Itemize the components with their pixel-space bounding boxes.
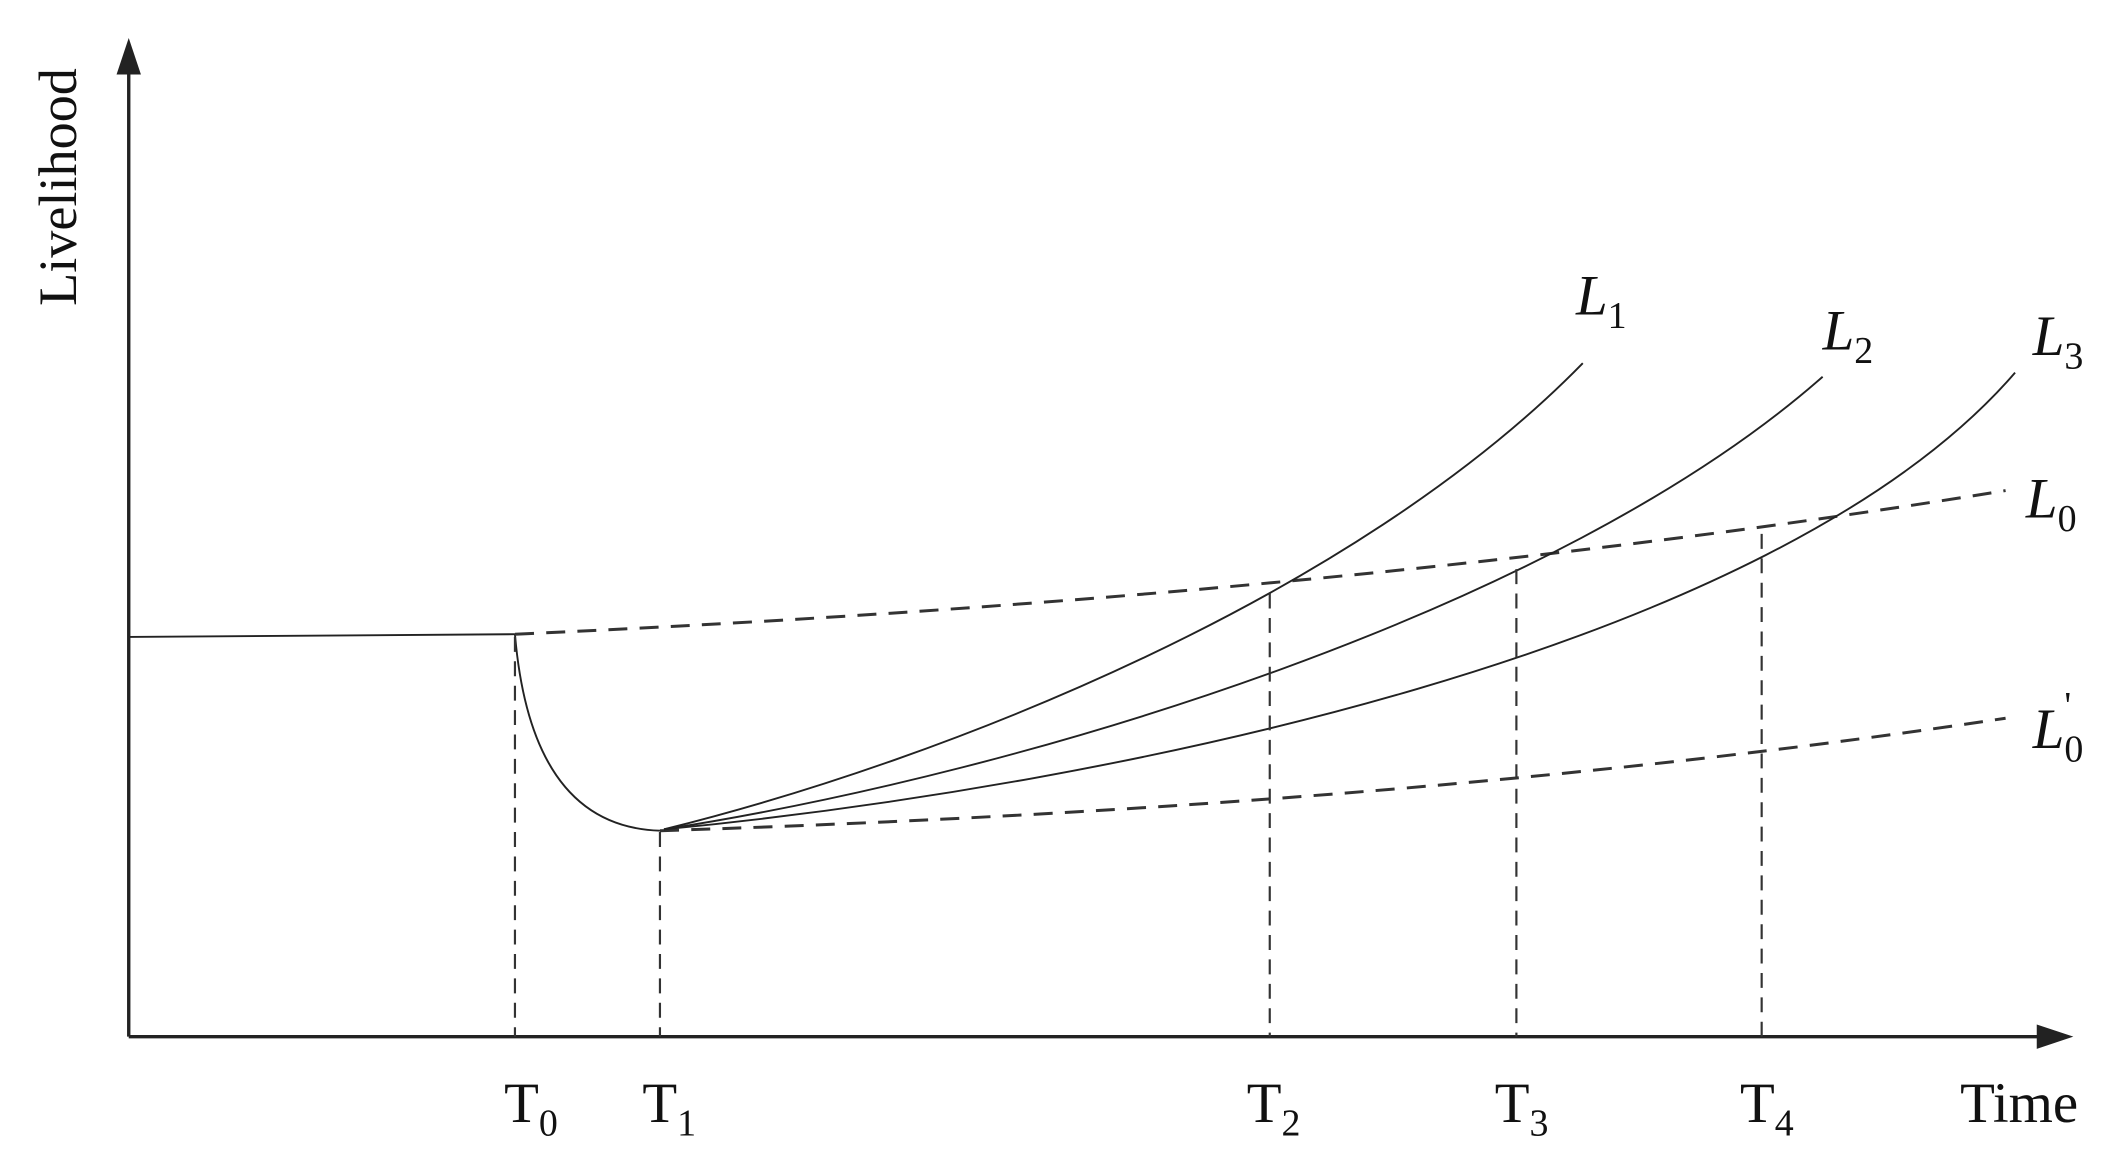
l1-curve [663, 362, 1584, 831]
time-labels: T0 T1 T2 T3 T4 [504, 1072, 1794, 1145]
label-subscript: 4 [1775, 1103, 1794, 1145]
time-point-label: T2 [1247, 1072, 1301, 1145]
time-point-label: T0 [504, 1072, 558, 1145]
label-main: T [642, 1072, 677, 1135]
label-main: T [1495, 1072, 1530, 1135]
x-axis-arrow [2036, 1024, 2074, 1049]
label-subscript: 0 [2058, 498, 2077, 540]
y-axis-label: Livelihood [28, 68, 88, 306]
curve-label: L2 [1822, 300, 1874, 373]
label-subscript: 1 [1608, 295, 1627, 337]
curve-label: L0 [2025, 468, 2077, 541]
y-axis-arrow [116, 37, 141, 75]
label-subscript: 2 [1854, 330, 1873, 372]
label-main: L [2032, 305, 2065, 368]
label-main: L [1575, 264, 1608, 327]
l3-curve [663, 372, 2016, 831]
label-subscript: 2 [1281, 1103, 1300, 1145]
label-main: T [1740, 1072, 1775, 1135]
label-subscript: 0 [2064, 729, 2083, 771]
curve-label: L1 [1575, 264, 1627, 337]
shock-curve [514, 634, 660, 832]
label-main: T [504, 1072, 539, 1135]
curve-label: L0' [2032, 685, 2084, 770]
curve-label: L3 [2032, 305, 2084, 378]
label-main: L [2032, 698, 2065, 761]
time-point-label: T4 [1740, 1072, 1794, 1145]
label-subscript: 3 [2064, 336, 2083, 378]
time-point-label: T1 [642, 1072, 696, 1145]
l2-curve [663, 376, 1824, 831]
label-main: L [1822, 300, 1855, 363]
label-subscript: 3 [1529, 1103, 1548, 1145]
label-main: T [1247, 1072, 1282, 1135]
label-subscript: 0 [539, 1103, 558, 1145]
baseline [128, 633, 515, 638]
time-point-label: T3 [1495, 1072, 1549, 1145]
label-prime: ' [2064, 685, 2071, 727]
x-axis-label: Time [1960, 1072, 2078, 1135]
l0-curve [514, 489, 2006, 636]
l0-prime-curve [659, 716, 2006, 833]
label-main: L [2025, 468, 2058, 531]
label-subscript: 1 [677, 1103, 696, 1145]
